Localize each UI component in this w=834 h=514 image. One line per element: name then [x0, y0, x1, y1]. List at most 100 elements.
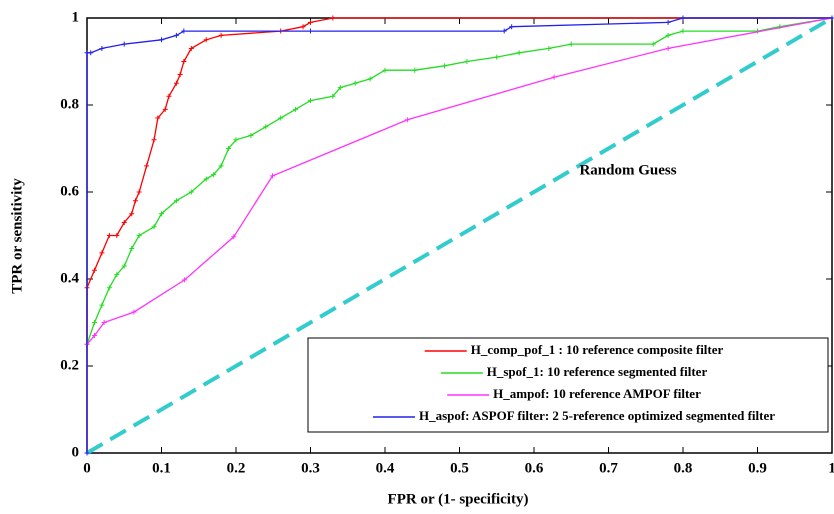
point-marker — [442, 63, 448, 69]
point-marker — [829, 15, 834, 21]
point-marker — [218, 32, 224, 38]
point-marker — [182, 277, 188, 283]
x-tick-label: 0.4 — [376, 460, 395, 476]
point-marker — [99, 250, 105, 256]
y-tick-label: 0.4 — [60, 270, 79, 286]
point-marker — [151, 224, 157, 230]
point-marker — [188, 189, 194, 195]
point-marker — [91, 320, 97, 325]
point-marker — [88, 50, 94, 56]
point-marker — [129, 211, 135, 217]
point-marker — [278, 115, 284, 121]
point-marker — [84, 450, 90, 456]
point-marker — [106, 285, 112, 291]
annotation: Random Guess — [579, 162, 676, 178]
point-marker — [99, 302, 105, 308]
point-marker — [131, 309, 137, 315]
x-tick-label: 0.7 — [599, 460, 618, 476]
point-marker — [211, 172, 217, 178]
series-line — [86, 17, 833, 453]
point-marker — [155, 115, 161, 121]
point-marker — [568, 41, 574, 47]
point-marker — [367, 76, 373, 82]
point-marker — [551, 74, 557, 80]
point-marker — [129, 246, 135, 252]
point-marker — [226, 146, 232, 151]
legend-label: H_ampof: 10 reference AMPOF filter — [493, 386, 701, 401]
point-marker — [248, 132, 254, 138]
point-marker — [308, 19, 313, 25]
point-marker — [680, 15, 686, 21]
x-axis-label: FPR or (1- specificity) — [388, 491, 529, 507]
y-tick-label: 0 — [72, 444, 80, 460]
point-marker — [382, 67, 388, 73]
point-marker — [337, 85, 343, 91]
point-marker — [136, 189, 142, 195]
point-marker — [494, 54, 500, 60]
point-marker — [680, 28, 686, 34]
point-marker — [121, 219, 127, 225]
point-marker — [509, 24, 515, 30]
point-marker — [159, 37, 164, 43]
point-marker — [501, 28, 507, 34]
point-marker — [404, 117, 410, 123]
y-tick-label: 0.8 — [60, 96, 79, 112]
y-axis-label: TPR or sensitivity — [9, 178, 25, 294]
reference-line — [85, 16, 834, 455]
point-marker — [650, 41, 656, 47]
point-marker — [91, 333, 97, 339]
x-tick-label: 1 — [828, 460, 834, 476]
point-marker — [114, 272, 120, 278]
y-tick-label: 0.6 — [60, 183, 79, 199]
point-marker — [99, 45, 105, 51]
point-marker — [121, 263, 127, 269]
x-tick-label: 0.1 — [152, 460, 171, 476]
point-marker — [203, 176, 209, 182]
x-tick-label: 0.3 — [301, 460, 320, 476]
point-marker — [293, 106, 299, 112]
point-marker — [181, 59, 187, 64]
series-line — [86, 17, 832, 453]
point-marker — [101, 320, 107, 325]
legend-label: H_comp_pof_1 : 10 reference composite fi… — [471, 342, 724, 357]
point-marker — [270, 173, 276, 179]
x-tick-label: 0.8 — [674, 460, 693, 476]
point-marker — [121, 41, 127, 47]
point-marker — [352, 80, 358, 86]
x-tick-label: 0.5 — [450, 460, 469, 476]
x-tick-label: 0.9 — [748, 460, 767, 476]
x-tick-label: 0 — [83, 460, 91, 476]
point-marker — [136, 233, 142, 238]
point-marker — [308, 98, 313, 104]
point-marker — [330, 15, 336, 21]
point-marker — [203, 37, 209, 43]
point-marker — [162, 106, 168, 112]
x-tick-label: 0.2 — [227, 460, 246, 476]
point-marker — [166, 93, 172, 99]
point-marker — [665, 19, 671, 25]
point-marker — [91, 267, 97, 273]
point-marker — [546, 45, 552, 51]
point-marker — [181, 28, 187, 34]
point-marker — [159, 211, 164, 217]
point-marker — [144, 163, 150, 169]
legend-label: H_aspof: ASPOF filter: 2 5-reference opt… — [419, 408, 775, 423]
point-marker — [177, 72, 183, 78]
legend-label: H_spof_1: 10 reference segmented filter — [487, 364, 708, 379]
point-marker — [188, 45, 194, 51]
point-marker — [173, 32, 179, 38]
point-marker — [308, 28, 313, 34]
point-marker — [132, 198, 138, 204]
point-marker — [231, 234, 237, 240]
x-tick-label: 0.6 — [525, 460, 544, 476]
y-tick-label: 0.2 — [60, 357, 79, 373]
point-marker — [173, 198, 179, 204]
y-tick-label: 1 — [72, 9, 80, 25]
point-marker — [106, 233, 112, 238]
point-marker — [263, 124, 269, 130]
point-marker — [218, 163, 224, 169]
point-marker — [151, 137, 157, 143]
point-marker — [114, 233, 120, 238]
point-marker — [777, 24, 783, 30]
